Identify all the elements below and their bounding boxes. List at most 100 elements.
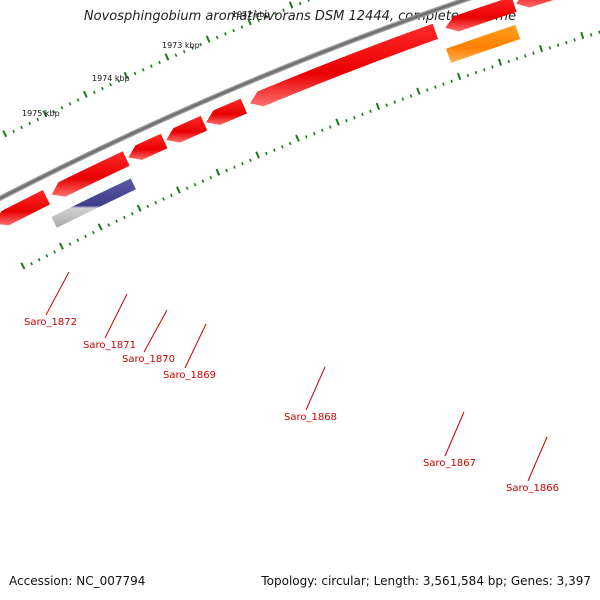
gene-arrow[interactable] — [206, 98, 248, 125]
inner-ring-minor-tick — [288, 141, 292, 146]
inner-ring-minor-tick — [425, 88, 429, 92]
outer-ring-major-tick — [2, 130, 8, 138]
inner-ring-minor-tick — [466, 73, 470, 78]
gene-arrow[interactable] — [516, 0, 600, 8]
inner-ring-minor-tick — [573, 38, 576, 42]
inner-ring-minor-tick — [548, 46, 552, 50]
outer-ring-major-tick — [164, 53, 170, 61]
gene-label[interactable]: Saro_1870 — [122, 354, 175, 365]
inner-ring-major-tick — [295, 134, 300, 142]
inner-ring-minor-tick — [53, 250, 56, 254]
inner-ring-minor-tick — [409, 94, 413, 98]
inner-ring-major-tick — [215, 168, 221, 176]
kbp-tick-label: 1972 kbp — [232, 10, 270, 19]
outer-ring-minor-tick — [191, 46, 194, 50]
inner-ring-minor-tick — [130, 212, 134, 216]
inner-ring-major-tick — [416, 87, 421, 95]
outer-ring-minor-tick — [101, 86, 104, 91]
inner-ring-minor-tick — [434, 85, 437, 89]
inner-ring-minor-tick — [304, 135, 308, 139]
inner-ring-major-tick — [176, 186, 181, 194]
outer-ring-minor-tick — [240, 25, 244, 29]
outer-ring-minor-tick — [215, 35, 219, 40]
gene-arrow[interactable] — [249, 23, 439, 107]
inner-ring-minor-tick — [353, 115, 356, 120]
inner-ring-minor-tick — [524, 54, 527, 58]
gene-leader-line — [444, 411, 465, 457]
gene-arrow[interactable] — [51, 151, 130, 197]
gene-label[interactable]: Saro_1869 — [163, 370, 216, 381]
inner-ring-minor-tick — [225, 168, 228, 173]
kbp-tick-label: 1973 kbp — [162, 41, 200, 50]
gene-label[interactable]: Saro_1868 — [284, 412, 337, 423]
outer-ring-minor-tick — [141, 68, 145, 72]
gene-label[interactable]: Saro_1872 — [24, 317, 77, 328]
inner-ring-minor-tick — [91, 230, 95, 235]
inner-ring-major-tick — [58, 242, 64, 250]
outer-ring-minor-tick — [92, 90, 96, 94]
inner-ring-minor-tick — [123, 215, 126, 220]
inner-ring-minor-tick — [241, 161, 244, 166]
cds-feature-band[interactable] — [446, 24, 521, 63]
inner-ring-minor-tick — [385, 103, 388, 107]
inner-ring-minor-tick — [393, 100, 397, 104]
inner-ring-minor-tick — [507, 59, 511, 64]
outer-ring-major-tick — [288, 1, 294, 9]
backbone — [0, 0, 468, 200]
outer-ring-minor-tick — [20, 125, 24, 130]
inner-ring-minor-tick — [185, 186, 189, 190]
inner-ring-major-tick — [497, 58, 503, 66]
tick-layer — [2, 0, 600, 270]
outer-ring-minor-tick — [199, 42, 202, 47]
inner-ring-minor-tick — [154, 200, 158, 205]
gene-label[interactable]: Saro_1871 — [83, 340, 136, 351]
topology-text: Topology: circular; Length: 3,561,584 bp… — [261, 574, 591, 588]
inner-ring-minor-tick — [345, 119, 348, 123]
backbone-layer — [0, 0, 473, 202]
inner-ring-minor-tick — [193, 182, 197, 187]
outer-ring-minor-tick — [298, 1, 302, 6]
outer-ring-minor-tick — [76, 98, 80, 102]
gene-label[interactable]: Saro_1867 — [423, 458, 476, 469]
outer-ring-major-tick — [42, 110, 48, 118]
inner-ring-minor-tick — [68, 242, 72, 246]
inner-ring-minor-tick — [280, 145, 284, 149]
gene-leader-line — [143, 309, 168, 353]
gene-leader-line — [527, 436, 548, 482]
gene-label[interactable]: Saro_1866 — [506, 483, 559, 494]
inner-ring-minor-tick — [45, 254, 49, 258]
outer-ring-minor-tick — [150, 64, 153, 68]
inner-ring-minor-tick — [369, 109, 372, 113]
inner-ring-minor-tick — [491, 65, 494, 69]
gene-layer — [0, 0, 600, 228]
cds-feature-band[interactable] — [51, 178, 136, 228]
inner-ring-major-tick — [539, 44, 544, 53]
inner-ring-minor-tick — [107, 223, 111, 227]
gene-arrow[interactable] — [445, 0, 517, 32]
inner-ring-minor-tick — [30, 261, 33, 266]
accession-text: Accession: NC_007794 — [9, 574, 146, 588]
inner-ring-minor-tick — [401, 97, 405, 101]
outer-ring-minor-tick — [182, 49, 186, 54]
kbp-tick-label: 1974 kbp — [92, 74, 130, 83]
gene-arrow[interactable] — [0, 190, 51, 226]
inner-ring-minor-tick — [361, 112, 364, 117]
inner-ring-minor-tick — [209, 175, 213, 180]
inner-ring-major-tick — [255, 151, 260, 159]
inner-ring-major-tick — [335, 118, 340, 126]
inner-ring-minor-tick — [115, 219, 118, 223]
gene-arrow[interactable] — [128, 133, 168, 160]
outer-ring-minor-tick — [60, 106, 64, 110]
outer-ring-minor-tick — [133, 71, 137, 76]
outer-ring-minor-tick — [232, 28, 235, 33]
gene-arrow[interactable] — [166, 115, 208, 143]
inner-ring-minor-tick — [84, 234, 87, 239]
outer-ring-minor-tick — [109, 83, 112, 87]
inner-ring-minor-tick — [170, 193, 173, 198]
inner-ring-major-tick — [456, 72, 462, 81]
gene-leader-line — [45, 271, 70, 316]
inner-ring-minor-tick — [532, 51, 535, 55]
inner-ring-minor-tick — [265, 151, 268, 156]
inner-ring-minor-tick — [442, 82, 445, 86]
